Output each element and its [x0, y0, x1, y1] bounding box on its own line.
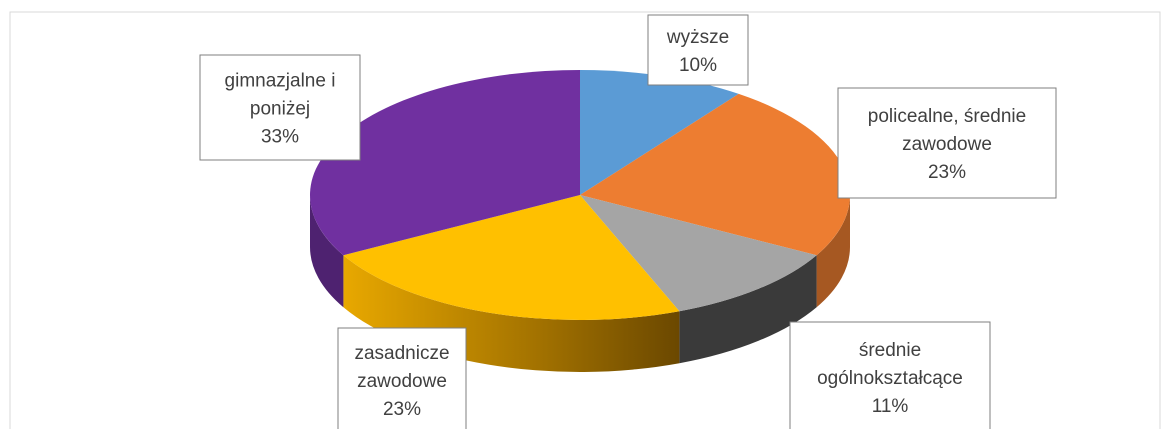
data-label-value: 10%: [679, 55, 717, 76]
data-label-box: [199, 54, 361, 161]
chart-frame: [9, 11, 1161, 429]
data-label-category: wyższe: [666, 27, 729, 48]
slice: [580, 93, 850, 256]
data-label-value: 33%: [261, 127, 299, 148]
data-label-category: policealne, średnie zawodowe: [868, 106, 1026, 155]
slice-side: [310, 195, 344, 308]
data-label-box: [789, 321, 991, 433]
data-label-box: [837, 87, 1057, 199]
slice: [309, 70, 580, 256]
data-label-value: 11%: [872, 396, 909, 417]
data-label-category: średnie ogólnokształcące: [817, 340, 963, 389]
data-label-box: [647, 14, 749, 86]
slice-side: [679, 255, 817, 364]
data-label-category: zasadnicze zawodowe: [354, 343, 449, 392]
slice: [343, 195, 680, 320]
slice-side: [816, 195, 850, 308]
data-label-category: gimnazjalne i poniżej: [225, 71, 336, 120]
slice: [580, 70, 739, 195]
data-label-value: 23%: [928, 162, 966, 183]
slice: [580, 195, 817, 312]
data-label-value: 23%: [383, 399, 421, 420]
data-label-box: [337, 327, 467, 433]
